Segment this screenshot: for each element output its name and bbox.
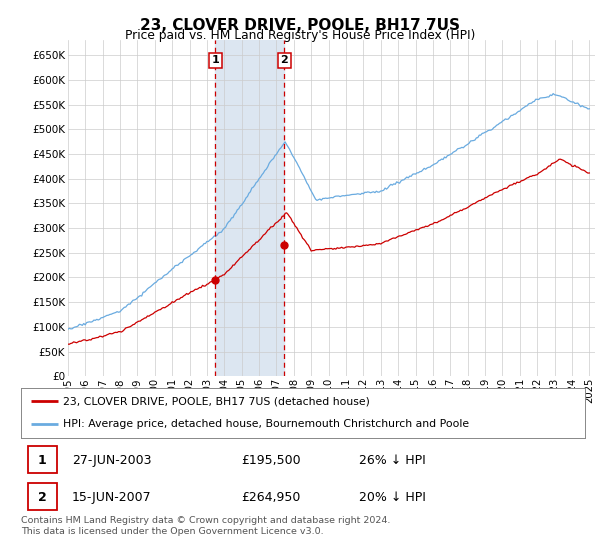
Text: HPI: Average price, detached house, Bournemouth Christchurch and Poole: HPI: Average price, detached house, Bour…: [64, 419, 469, 430]
Text: 2: 2: [280, 55, 288, 66]
Text: £264,950: £264,950: [241, 491, 301, 504]
Text: 2: 2: [38, 491, 47, 504]
Text: 23, CLOVER DRIVE, POOLE, BH17 7US (detached house): 23, CLOVER DRIVE, POOLE, BH17 7US (detac…: [64, 396, 370, 406]
Text: 20% ↓ HPI: 20% ↓ HPI: [359, 491, 426, 504]
Text: 23, CLOVER DRIVE, POOLE, BH17 7US: 23, CLOVER DRIVE, POOLE, BH17 7US: [140, 18, 460, 33]
FancyBboxPatch shape: [28, 483, 57, 510]
Text: Price paid vs. HM Land Registry's House Price Index (HPI): Price paid vs. HM Land Registry's House …: [125, 29, 475, 42]
Text: 27-JUN-2003: 27-JUN-2003: [72, 454, 151, 467]
Text: 1: 1: [211, 55, 219, 66]
Text: 15-JUN-2007: 15-JUN-2007: [72, 491, 151, 504]
FancyBboxPatch shape: [28, 446, 57, 473]
Bar: [215, 40, 284, 376]
Text: Contains HM Land Registry data © Crown copyright and database right 2024.
This d: Contains HM Land Registry data © Crown c…: [21, 516, 391, 536]
Text: 1: 1: [38, 454, 47, 467]
Text: 26% ↓ HPI: 26% ↓ HPI: [359, 454, 426, 467]
Text: £195,500: £195,500: [241, 454, 301, 467]
